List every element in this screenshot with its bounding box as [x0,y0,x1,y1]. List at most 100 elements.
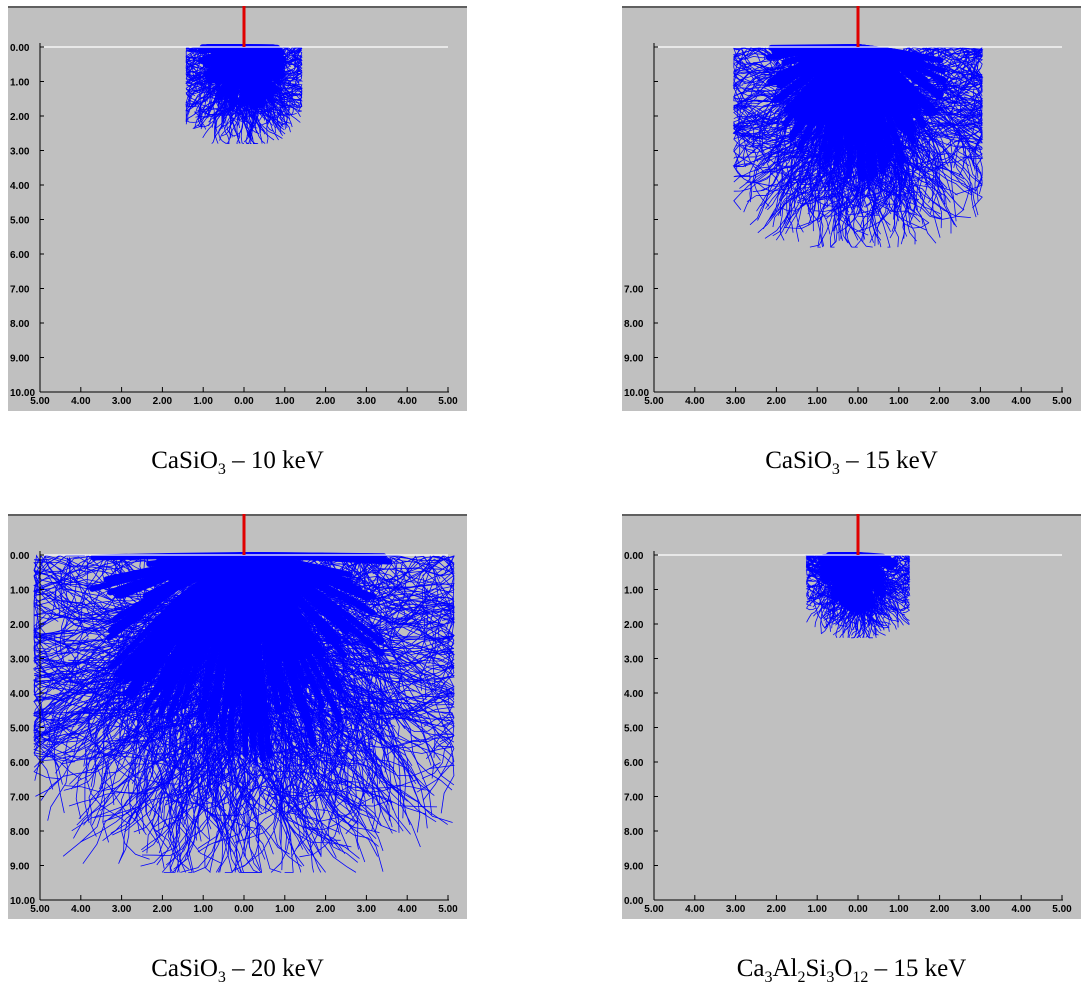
x-tick-label: 1.00 [807,904,827,915]
y-tick-label: 6.00 [624,758,644,769]
trajectory [742,46,859,168]
trajectory [732,46,858,90]
trajectory [244,554,455,616]
trajectory [140,554,243,867]
trajectory [859,46,983,191]
chart-panel-garnet-15kev: 0.00 1.00 2.00 3.00 4.00 5.00 6.00 7.00 8.00 9.00… [622,514,1081,919]
trajectory [245,554,421,848]
trajectory [242,554,452,631]
trajectory [733,46,859,142]
y-tick-label: 10.00 [10,388,35,399]
trajectory [854,46,921,182]
trajectory [245,554,398,645]
trajectory [178,554,291,755]
caption-energy: – 15 keV [839,447,938,474]
caption-subscript: 3 [217,461,226,478]
x-tick-label: 3.00 [357,396,377,407]
x-tick-label: 3.00 [357,904,377,915]
y-tick-label: 3.00 [10,655,30,666]
trajectory [134,554,246,789]
trajectory [817,554,860,594]
x-tick-label: 3.00 [971,396,991,407]
trajectory [110,554,246,622]
trajectory [161,554,248,873]
trajectory [195,46,246,70]
trajectory [239,554,324,811]
trajectory [243,46,303,84]
x-tick-label: 0.00 [848,904,868,915]
trajectory [202,554,245,873]
trajectory [245,554,379,708]
y-tick-label: 2.00 [10,112,30,123]
trajectory [242,554,428,829]
trajectory [223,46,252,94]
trajectory [848,555,858,620]
trajectory [856,46,983,109]
x-tick-label: 5.00 [438,904,458,915]
trajectory [857,46,949,167]
trajectory [792,46,878,180]
y-tick-label: 2.00 [624,620,644,631]
trajectory [740,46,862,136]
trajectory [243,554,455,575]
x-tick-label: 3.00 [112,904,132,915]
trajectory [202,554,261,802]
trajectory [110,554,245,834]
trajectory [856,554,872,615]
x-tick-label: 2.00 [153,904,173,915]
trajectory [243,554,455,608]
x-tick-label: 5.00 [1052,904,1072,915]
trajectory [242,554,455,760]
trajectory [734,46,859,77]
trajectory [245,554,393,828]
trajectory [765,46,858,143]
caption-subscript: 12 [852,969,869,986]
trajectory [135,554,245,761]
trajectory [61,554,246,682]
trajectory [806,554,858,570]
trajectory [242,46,276,120]
trajectory [820,46,867,147]
trajectory [243,47,266,121]
trajectory [244,554,455,625]
trajectory [858,46,952,234]
trajectory [241,46,273,132]
trajectory [185,46,245,86]
trajectory-core [241,552,392,565]
trajectory-plot: 0.00 1.00 2.00 3.00 4.00 5.00 6.00 7.00 8.00 9.00… [8,6,467,407]
trajectory [94,554,244,836]
trajectory [855,46,984,195]
caption-text: CaSiO [765,447,832,474]
trajectory [68,554,243,669]
trajectory [818,46,868,223]
x-tick-label: 3.00 [112,396,132,407]
trajectory [212,554,263,787]
trajectory [144,554,261,715]
trajectory [243,554,454,623]
x-tick-label: 1.00 [275,904,295,915]
trajectory [855,554,889,617]
trajectory [165,554,272,805]
trajectory [207,46,243,119]
trajectory-group [184,44,304,144]
trajectory [241,554,338,805]
trajectory [240,554,272,750]
trajectory [795,46,860,242]
trajectory [34,554,243,661]
x-tick-label: 0.00 [234,904,254,915]
trajectory [858,554,899,565]
trajectory [857,46,965,116]
trajectory [244,46,291,124]
trajectory [241,554,455,685]
trajectory [828,554,857,621]
trajectory [243,554,455,708]
trajectory [113,554,246,760]
chart-panel-casio3-15kev: 7.00 8.00 9.00 10.00 5.00 4.00 3.00 2.00 1.00 0.0… [622,6,1081,411]
trajectory [68,554,244,622]
trajectory [129,554,246,817]
trajectory [733,46,858,88]
trajectory [857,46,983,98]
x-tick-label: 2.00 [767,904,787,915]
trajectory [733,46,859,75]
